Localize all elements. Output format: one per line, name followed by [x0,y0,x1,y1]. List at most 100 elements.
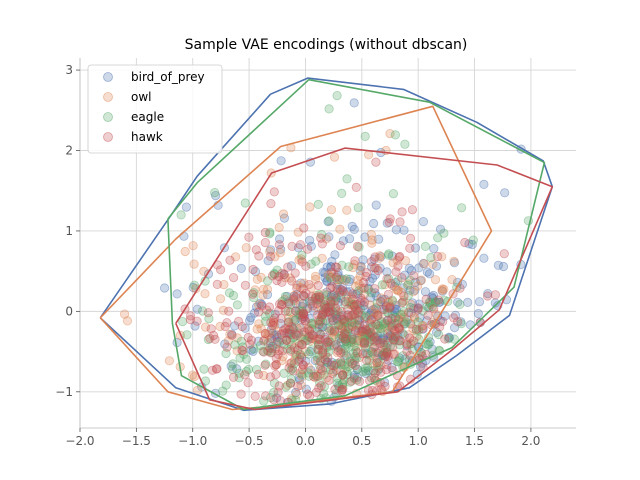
data-point [294,356,304,366]
data-point [310,355,320,366]
data-point [323,217,333,227]
data-point [340,275,350,285]
data-point [342,339,352,349]
data-point [424,269,435,279]
data-point [274,271,284,282]
data-point [366,373,377,383]
data-point [322,357,332,367]
data-point [234,373,244,383]
data-point [413,305,423,315]
data-point [244,232,254,242]
data-point [227,364,237,374]
data-point [305,235,315,245]
data-point [387,296,398,307]
data-point [185,314,195,325]
data-point [456,317,466,327]
data-point [276,244,286,254]
data-point [186,311,196,321]
data-point [340,315,350,326]
data-point [294,354,305,364]
data-point [318,267,328,277]
data-point [425,300,436,310]
data-point [388,342,398,352]
data-point [405,333,415,343]
data-point [382,315,392,325]
data-point [300,330,310,340]
data-point [331,340,341,350]
data-point [395,309,406,320]
data-point [363,366,374,376]
data-point [366,331,376,341]
data-point [358,255,368,265]
data-point [376,335,386,345]
data-point [389,281,400,292]
data-point [320,332,330,342]
data-point [410,285,420,295]
data-point [280,291,290,302]
data-point [288,324,298,334]
data-point [331,313,342,323]
data-point [340,325,350,335]
data-point [344,262,354,272]
data-point [341,328,351,338]
data-point [370,252,380,262]
data-point [375,263,385,273]
data-point [317,365,327,375]
data-point [357,337,367,347]
data-point [272,332,282,342]
data-point [341,345,351,355]
data-point [360,304,370,315]
y-tick-label: 3 [65,63,73,77]
data-point [295,350,305,360]
data-point [326,360,337,370]
data-point [293,243,303,253]
data-point [346,376,356,386]
data-point [285,359,295,369]
data-point [317,307,328,318]
data-point [345,356,355,367]
data-point [360,330,370,340]
data-point [290,315,300,326]
data-point [382,342,392,353]
data-point [371,291,382,301]
data-point [271,369,281,380]
data-point [321,363,331,373]
data-point [287,322,297,332]
data-point [260,238,270,248]
data-point [337,370,348,380]
data-point [232,346,242,356]
data-point [345,377,355,387]
data-point [269,317,279,327]
data-point [320,300,330,310]
data-point [294,341,304,351]
data-point [340,317,350,327]
data-point [301,356,311,366]
data-point [332,378,342,388]
hull-hawk [175,147,554,411]
data-point [352,364,363,375]
data-point [355,297,365,308]
data-point [383,332,393,343]
data-point [395,336,405,346]
data-point [406,339,416,349]
x-tick-labels: −2.0 −1.5 −1.0 −0.5 0.0 0.5 1.0 1.5 2.0 [65,434,540,448]
data-point [232,364,242,374]
data-point [399,225,409,235]
data-point [329,325,339,335]
data-point [460,237,470,248]
data-point [314,383,324,393]
data-point [265,338,276,348]
data-point [393,276,403,286]
data-point [221,348,231,359]
data-point [311,274,321,284]
data-point [429,244,439,254]
data-point [290,268,300,278]
data-point [315,369,326,379]
data-point [350,351,361,361]
data-point [335,311,345,322]
legend-marker-bird_of_prey [103,72,113,82]
data-point [393,285,403,295]
data-point [360,366,371,376]
data-point [329,360,339,371]
data-point [315,378,325,388]
